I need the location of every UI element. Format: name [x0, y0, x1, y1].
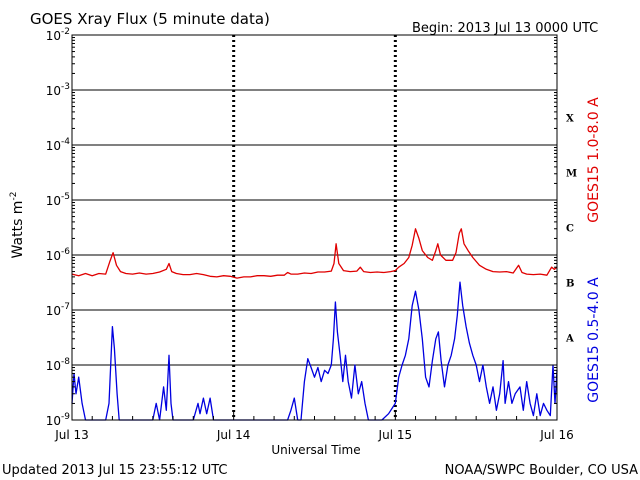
y-axis-label-exponent: -2	[9, 192, 19, 201]
y-tick-label-base: 10	[46, 249, 61, 263]
y-tick-label-exponent: -5	[61, 192, 70, 202]
y-tick-label-base: 10	[46, 414, 61, 428]
legend-entry: GOES15 1.0-8.0 A	[586, 97, 602, 223]
y-tick-label: 10-7	[46, 302, 70, 318]
y-tick-label-base: 10	[46, 304, 61, 318]
y-tick-label-exponent: -7	[61, 302, 70, 312]
y-tick-label-exponent: -8	[61, 357, 70, 367]
series-line-0	[71, 228, 558, 279]
y-tick-label: 10-8	[46, 357, 71, 373]
x-axis-label: Universal Time	[271, 443, 360, 457]
y-axis-label: Watts m-2	[9, 192, 26, 259]
flare-class-label: A	[565, 334, 574, 345]
flare-class-label: X	[566, 114, 574, 125]
grid	[72, 35, 557, 420]
y-tick-label-exponent: -9	[61, 412, 70, 422]
y-tick-label: 10-9	[46, 412, 71, 428]
x-tick-label: Jul 13	[54, 428, 89, 442]
chart-title: GOES Xray Flux (5 minute data)	[30, 10, 270, 28]
series-line-1	[71, 281, 558, 421]
updated-timestamp: Updated 2013 Jul 15 23:55:12 UTC	[2, 463, 227, 478]
x-tick-label: Jul 15	[378, 428, 413, 442]
plot-frame	[71, 34, 558, 421]
y-tick-label-exponent: -2	[61, 27, 70, 37]
legend-entry: GOES15 0.5-4.0 A	[586, 277, 602, 403]
flare-class-label: M	[566, 169, 577, 180]
legend: GOES15 1.0-8.0 A GOES15 0.5-4.0 A	[586, 97, 602, 403]
flare-class-label: C	[566, 224, 574, 235]
y-axis-label-text: Watts m	[10, 201, 26, 259]
y-tick-label: 10-3	[46, 82, 70, 98]
credit-label: NOAA/SWPC Boulder, CO USA	[445, 463, 638, 478]
y-tick-label-base: 10	[46, 29, 61, 43]
y-tick-label: 10-4	[46, 137, 71, 153]
begin-timestamp: Begin: 2013 Jul 13 0000 UTC	[412, 21, 598, 36]
y-tick-label-base: 10	[46, 84, 61, 98]
y-tick-label: 10-5	[46, 192, 70, 208]
x-tick-label: Jul 16	[539, 428, 574, 442]
y-tick-label-base: 10	[46, 194, 61, 208]
series-layer	[71, 228, 558, 421]
y-tick-label-exponent: -6	[61, 247, 70, 257]
x-tick-label: Jul 14	[216, 428, 251, 442]
y-tick-label-exponent: -4	[61, 137, 70, 147]
y-tick-label: 10-6	[46, 247, 71, 263]
y-tick-label-base: 10	[46, 139, 61, 153]
y-tick-label-exponent: -3	[61, 82, 70, 92]
flare-class-label: B	[566, 279, 574, 290]
y-tick-label: 10-2	[46, 27, 70, 43]
y-tick-label-base: 10	[46, 359, 61, 373]
